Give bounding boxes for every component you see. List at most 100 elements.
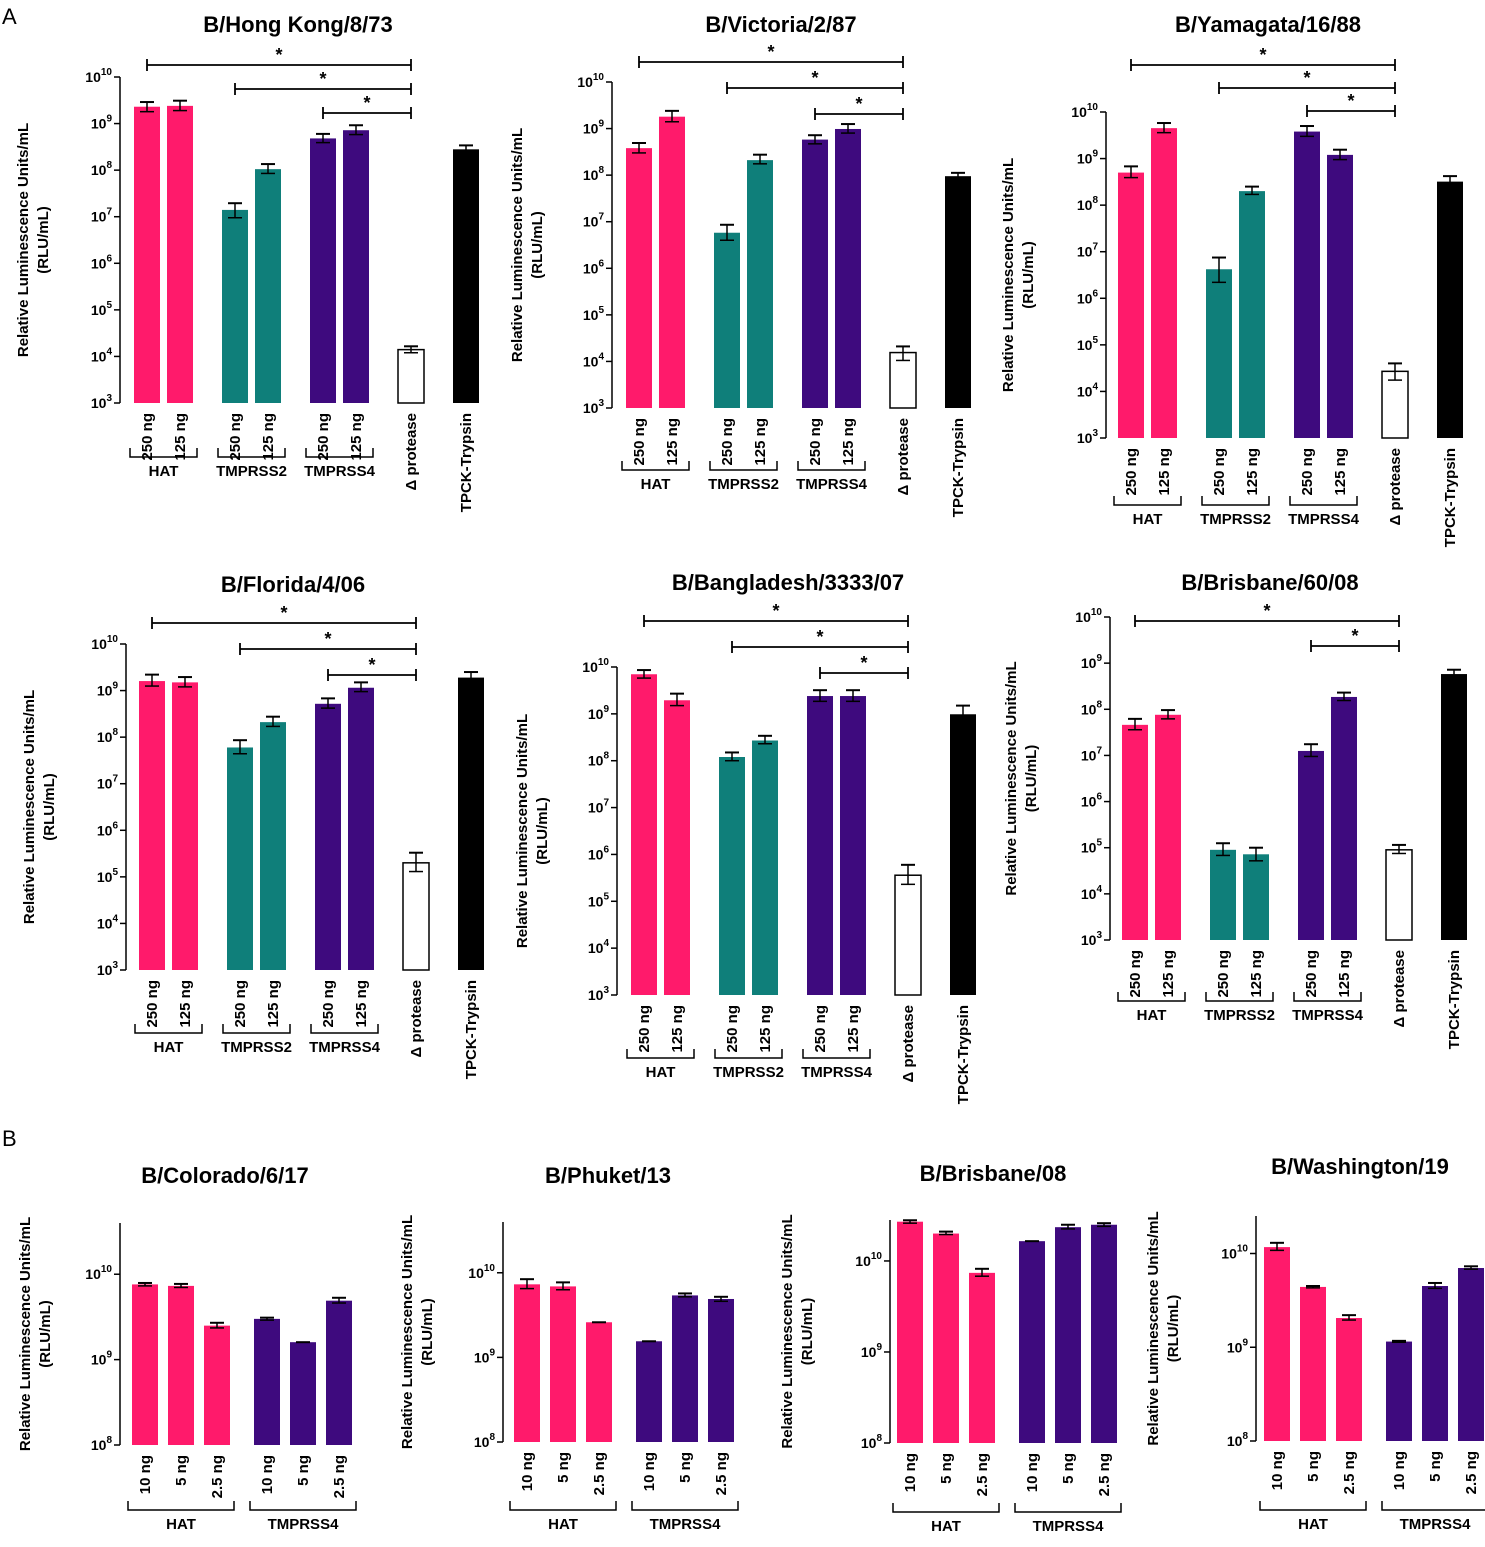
y-tick-label: 109 — [588, 704, 610, 722]
category-label: 10 ng — [641, 1452, 658, 1491]
category-label: 125 ng — [1336, 950, 1353, 998]
group-label: HAT — [154, 1039, 184, 1056]
panel-label-b: B — [2, 1126, 17, 1151]
group-bracket — [1205, 992, 1274, 1002]
category-label: 2.5 ng — [209, 1455, 226, 1498]
category-label: 250 ng — [719, 418, 736, 466]
chart-title: B/Phuket/13 — [545, 1163, 671, 1188]
y-tick-label: 105 — [1081, 838, 1103, 856]
group-bracket — [802, 1049, 871, 1059]
category-label: TPCK-Trypsin — [1442, 448, 1459, 547]
bar — [402, 862, 430, 971]
group-bracket — [714, 1049, 783, 1059]
bar — [222, 209, 248, 403]
bar — [969, 1272, 995, 1443]
bar — [310, 138, 336, 403]
category-label: 2.5 ng — [1341, 1451, 1358, 1494]
bar — [1422, 1286, 1448, 1441]
bar — [1243, 854, 1269, 940]
bar — [167, 105, 193, 404]
y-tick-label: 103 — [97, 960, 119, 978]
y-tick-label: 107 — [583, 212, 605, 230]
y-tick-label: 103 — [1081, 930, 1103, 948]
group-label: HAT — [641, 476, 671, 493]
y-tick-label: 105 — [97, 867, 119, 885]
y-tick-label: 108 — [97, 727, 119, 745]
chart-6: B/Brisbane/60/08 Relative Luminescence Un… — [1003, 570, 1467, 1049]
group-label: HAT — [149, 463, 179, 480]
y-tick-label: 105 — [583, 305, 605, 323]
group-label: HAT — [166, 1516, 196, 1533]
group-bracket — [621, 461, 690, 471]
significance-star: * — [1303, 68, 1310, 88]
y-tick-label: 109 — [1077, 149, 1099, 167]
significance-star: * — [1259, 45, 1266, 65]
category-label: 10 ng — [1391, 1451, 1408, 1490]
bar — [835, 128, 861, 408]
y-axis-unit: (RLU/mL) — [1020, 241, 1037, 309]
category-label: 250 ng — [1211, 448, 1228, 496]
bar — [1381, 370, 1409, 439]
category-label: 125 ng — [840, 418, 857, 466]
category-label: 250 ng — [1123, 448, 1140, 496]
bar — [719, 757, 745, 995]
y-tick-label: 104 — [97, 913, 119, 931]
category-label: 10 ng — [1024, 1453, 1041, 1492]
y-tick-label: 1010 — [1221, 1244, 1248, 1262]
bar — [1264, 1247, 1290, 1441]
chart-2: B/Victoria/2/87 Relative Luminescence Uni… — [509, 12, 971, 517]
bar — [260, 722, 286, 970]
group-bracket — [1259, 1501, 1367, 1511]
y-tick-label: 107 — [97, 774, 119, 792]
y-tick-label: 105 — [91, 300, 113, 318]
category-label: 125 ng — [1244, 448, 1261, 496]
group-bracket — [1289, 496, 1358, 506]
category-label: 2.5 ng — [1463, 1451, 1480, 1494]
category-label: 5 ng — [1060, 1453, 1077, 1484]
category-label: Δ protease — [1391, 950, 1408, 1027]
bar — [1151, 128, 1177, 438]
bar — [348, 687, 374, 970]
y-tick-label: 1010 — [577, 72, 604, 90]
significance-star: * — [363, 93, 370, 113]
bar — [315, 703, 341, 970]
bar — [894, 874, 922, 996]
bar — [1441, 674, 1467, 940]
bar — [659, 116, 685, 409]
y-tick-label: 105 — [588, 891, 610, 909]
group-bracket — [1293, 992, 1362, 1002]
y-tick-label: 1010 — [582, 657, 609, 675]
category-label: 5 ng — [938, 1453, 955, 1484]
group-bracket — [1113, 496, 1182, 506]
significance-star: * — [324, 629, 331, 649]
category-label: Δ protease — [900, 1005, 917, 1082]
y-tick-label: 108 — [583, 165, 605, 183]
category-label: 125 ng — [845, 1005, 862, 1053]
category-label: 250 ng — [1127, 950, 1144, 998]
bar — [1210, 849, 1236, 940]
category-label: 250 ng — [315, 413, 332, 461]
y-tick-label: 108 — [1081, 699, 1103, 717]
chart-10: B/Washington/19 Relative Luminescence Uni… — [1145, 1154, 1485, 1533]
y-tick-label: 107 — [1077, 242, 1099, 260]
category-label: 250 ng — [636, 1005, 653, 1053]
significance-star: * — [1351, 626, 1358, 646]
category-label: Δ protease — [408, 980, 425, 1057]
group-label: HAT — [1298, 1516, 1328, 1533]
group-bracket — [631, 1501, 739, 1511]
bar — [290, 1342, 316, 1445]
y-axis-unit: (RLU/mL) — [419, 1298, 436, 1366]
category-label: 2.5 ng — [1096, 1453, 1113, 1496]
category-label: 125 ng — [1332, 448, 1349, 496]
bar — [514, 1284, 540, 1442]
y-tick-label: 107 — [91, 207, 113, 225]
category-label: 2.5 ng — [974, 1453, 991, 1496]
chart-title: B/Hong Kong/8/73 — [203, 12, 392, 37]
y-axis-label: Relative Luminescence Units/mL — [17, 1217, 34, 1451]
bar — [204, 1325, 230, 1445]
chart-title: B/Yamagata/16/88 — [1175, 12, 1361, 37]
chart-5: B/Bangladesh/3333/07 Relative Luminescenc… — [514, 570, 976, 1104]
y-tick-label: 108 — [474, 1432, 496, 1450]
chart-7: B/Colorado/6/17 Relative Luminescence Uni… — [17, 1163, 357, 1533]
y-tick-label: 1010 — [855, 1251, 882, 1269]
